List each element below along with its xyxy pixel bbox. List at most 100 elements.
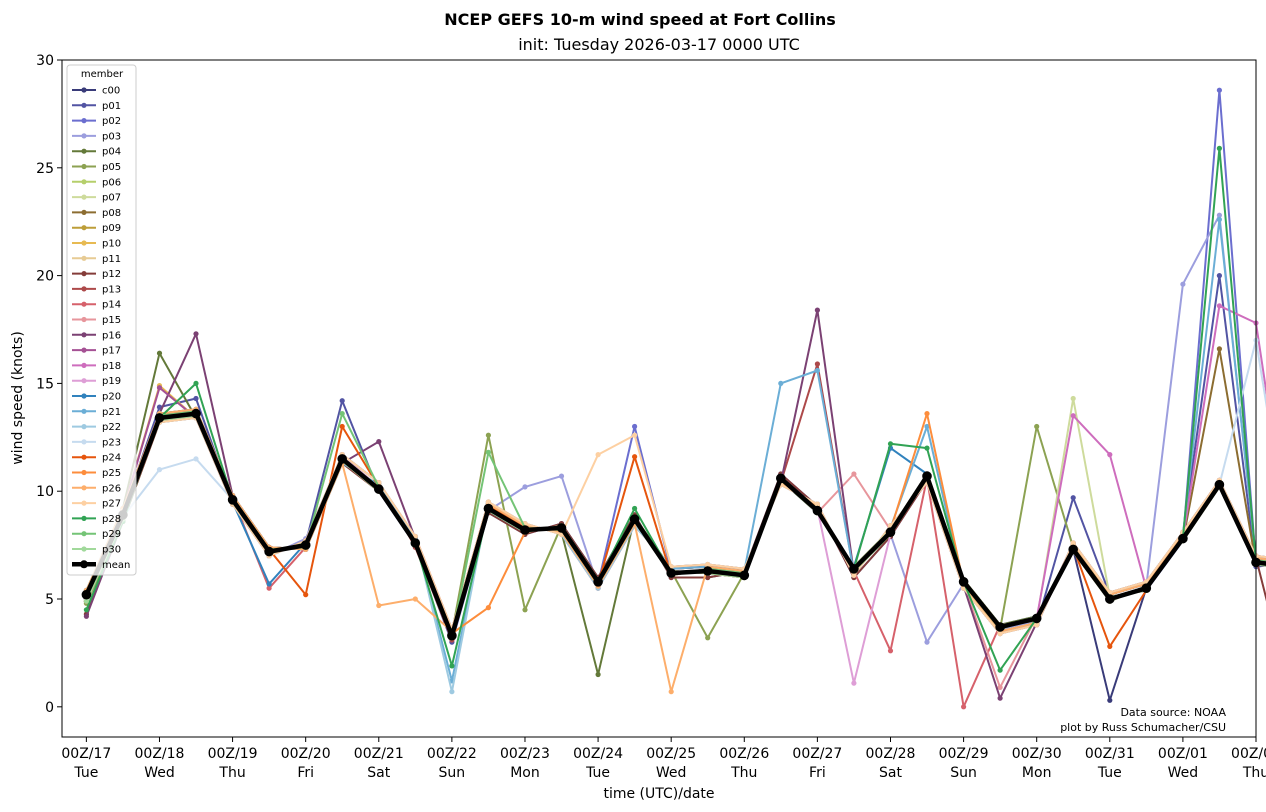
chart-subtitle: init: Tuesday 2026-03-17 0000 UTC	[518, 35, 800, 54]
data-point-p03-30	[1180, 281, 1186, 287]
data-point-mean-8	[374, 484, 384, 494]
data-point-mean-20	[812, 505, 823, 516]
legend-label-p14: p14	[102, 300, 121, 311]
data-point-mean-9	[410, 538, 421, 548]
data-point-p24-7	[339, 423, 345, 430]
data-point-p18-31	[1216, 303, 1222, 309]
legend-label-p27: p27	[102, 499, 121, 510]
data-point-p04-14	[595, 671, 601, 678]
legend-label-p20: p20	[102, 392, 121, 403]
x-tick-label-day-0: Tue	[73, 765, 98, 781]
data-point-mean-26	[1031, 613, 1042, 624]
data-point-p05-17	[705, 635, 711, 641]
data-point-p18-27	[1070, 413, 1076, 419]
data-point-p01-27	[1070, 495, 1076, 501]
data-point-p01-3	[193, 395, 199, 402]
x-tick-label-time-0: 00Z/17	[61, 746, 111, 762]
y-tick-label-15: 15	[36, 376, 54, 392]
plot-frame	[61, 59, 1257, 738]
legend-label-p25: p25	[102, 468, 121, 479]
x-tick-label-day-9: Thu	[730, 765, 757, 781]
chart-title: NCEP GEFS 10-m wind speed at Fort Collin…	[444, 10, 835, 29]
data-point-p02-15	[632, 423, 638, 430]
legend-marker-p10	[81, 240, 87, 246]
data-point-p05-11	[485, 432, 491, 438]
legend-marker-p27	[81, 500, 87, 506]
data-point-mean-2	[154, 413, 165, 423]
legend-marker-p30	[81, 546, 87, 552]
legend-label-p08: p08	[102, 208, 121, 219]
legend-label-p23: p23	[102, 437, 121, 448]
data-point-mean-10	[447, 630, 457, 641]
legend-label-p28: p28	[102, 514, 121, 525]
data-point-mean-24	[958, 577, 969, 587]
legend-marker-p05	[81, 163, 87, 170]
data-point-p27-27	[1070, 540, 1076, 546]
data-point-p14-22	[887, 648, 894, 654]
x-tick-label-time-2: 00Z/19	[208, 746, 258, 762]
data-point-p18-28	[1107, 452, 1113, 458]
legend-label-p04: p04	[102, 147, 121, 158]
x-tick-label-day-8: Wed	[656, 765, 687, 781]
legend-marker-p17	[81, 347, 87, 353]
data-point-p21-20	[814, 367, 821, 374]
legend-label-p06: p06	[102, 177, 121, 188]
legend-label-p02: p02	[102, 116, 121, 127]
y-tick-label-10: 10	[36, 484, 54, 500]
data-point-mean-18	[739, 570, 750, 581]
legend-marker-p29	[81, 531, 87, 537]
x-tick-label-time-14: 00Z/31	[1085, 746, 1135, 762]
legend-marker-p11	[81, 255, 87, 261]
data-point-mean-0	[81, 589, 92, 600]
x-tick-label-time-16: 00Z/02	[1231, 746, 1266, 762]
legend-label-p26: p26	[102, 483, 121, 494]
x-tick-label-day-7: Tue	[585, 765, 610, 781]
data-point-p03-31	[1216, 212, 1222, 218]
legend-marker-p19	[81, 378, 87, 384]
data-point-mean-11	[483, 503, 494, 514]
data-point-mean-12	[520, 525, 530, 535]
data-point-p26-9	[412, 596, 418, 602]
legend-marker-p15	[81, 316, 87, 323]
data-point-p27-21	[851, 572, 857, 578]
data-point-p15-25	[997, 684, 1003, 691]
x-axis-label: time (UTC)/date	[603, 786, 714, 802]
data-point-p15-21	[851, 471, 857, 477]
data-point-mean-21	[849, 564, 859, 574]
data-point-c00-28	[1107, 697, 1113, 703]
legend-label-p03: p03	[102, 131, 121, 142]
x-tick-label-day-11: Sat	[879, 765, 902, 781]
data-point-p27-25	[997, 630, 1003, 637]
data-point-p30-0	[83, 598, 89, 604]
data-point-p27-15	[632, 432, 638, 438]
data-point-mean-4	[227, 495, 238, 505]
data-point-p03-12	[522, 484, 528, 490]
data-point-p16-8	[376, 439, 382, 445]
x-tick-label-day-3: Fri	[297, 765, 314, 781]
legend-marker-p22	[81, 424, 87, 430]
y-axis-label: wind speed (knots)	[10, 331, 26, 465]
x-tick-label-time-7: 00Z/24	[573, 746, 623, 762]
legend-label-p18: p18	[102, 361, 121, 372]
data-point-p27-14	[595, 452, 601, 458]
legend-marker-p21	[81, 408, 87, 414]
legend: member c00 p01 p02 p03 p04 p05 p06 p07 p08 p09 p10…	[66, 64, 137, 576]
legend-marker-p18	[81, 362, 87, 368]
data-point-p28-25	[997, 667, 1003, 673]
data-point-p24-6	[303, 592, 309, 598]
x-tick-label-day-16: Thu	[1242, 765, 1266, 781]
legend-marker-p25	[81, 469, 87, 476]
legend-label-p09: p09	[102, 223, 121, 234]
data-point-mean-15	[629, 514, 640, 524]
legend-title: member	[81, 69, 124, 80]
legend-label-p24: p24	[102, 453, 121, 464]
x-tick-label-day-1: Wed	[144, 765, 175, 781]
data-point-p07-27	[1070, 395, 1076, 402]
legend-label-p10: p10	[102, 239, 121, 250]
x-tick-label-day-10: Fri	[809, 765, 826, 781]
data-point-p03-13	[558, 473, 565, 479]
data-point-p03-23	[924, 639, 930, 645]
data-point-mean-17	[702, 566, 713, 576]
plot-area	[61, 59, 1266, 738]
legend-marker-p02	[81, 118, 87, 124]
